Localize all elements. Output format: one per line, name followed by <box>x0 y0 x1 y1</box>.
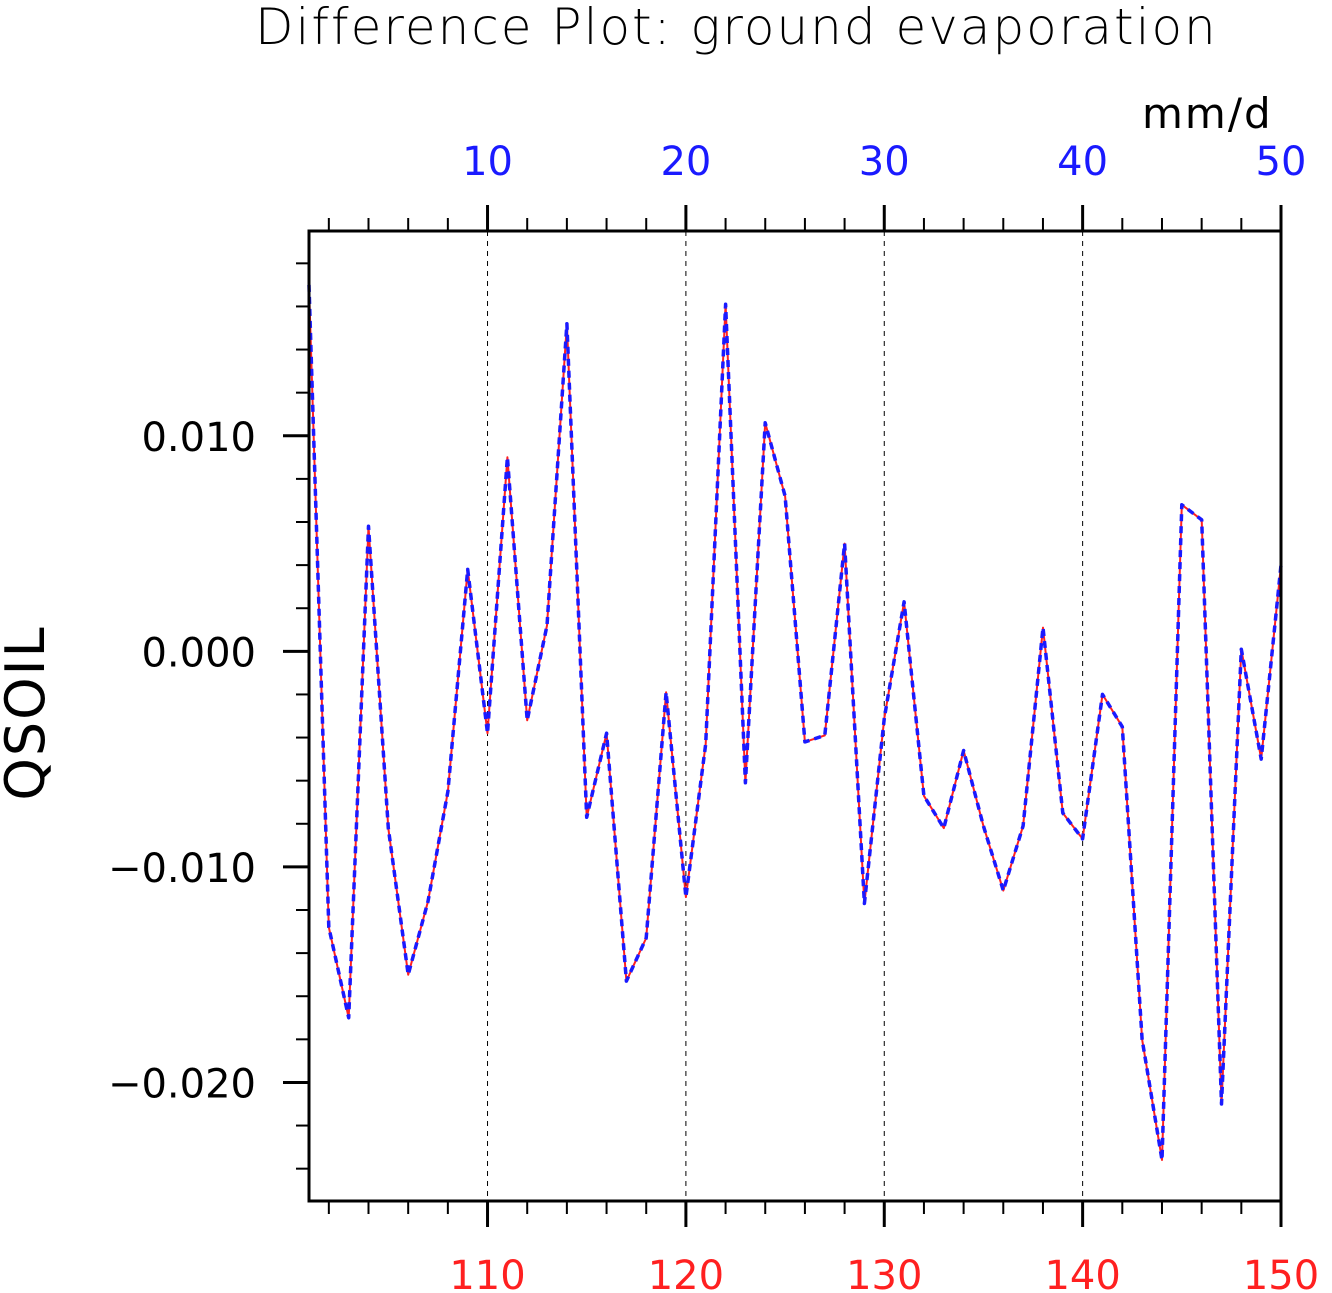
minor-ticks <box>296 218 1243 1214</box>
bottom-tick-label: 120 <box>648 1253 724 1293</box>
y-tick-label: −0.020 <box>108 1061 256 1107</box>
grid-lines <box>487 231 1084 1201</box>
bottom-axis-tick-labels: 110 120 130 140 150 <box>449 1253 1319 1293</box>
top-tick-label: 20 <box>660 139 711 185</box>
series-lines <box>307 284 1283 1162</box>
bottom-tick-label: 130 <box>846 1253 922 1293</box>
top-tick-label: 30 <box>859 139 910 185</box>
top-tick-label: 10 <box>462 139 513 185</box>
units-label: mm/d <box>1142 89 1273 138</box>
series-line-dashed <box>307 284 1283 1162</box>
major-ticks <box>283 205 1283 1227</box>
bottom-tick-label: 150 <box>1243 1253 1319 1293</box>
bottom-tick-label: 110 <box>449 1253 525 1293</box>
y-tick-label: −0.010 <box>108 846 256 892</box>
y-axis-label: QSOIL <box>0 625 57 800</box>
plot-frame <box>307 229 1283 1203</box>
y-tick-label: 0.010 <box>141 415 256 461</box>
top-tick-label: 40 <box>1057 139 1108 185</box>
top-axis-tick-labels: 10 20 30 40 50 <box>462 139 1306 185</box>
y-axis-tick-labels: 0.010 0.000 −0.010 −0.020 <box>108 415 256 1108</box>
bottom-tick-label: 140 <box>1044 1253 1120 1293</box>
top-tick-label: 50 <box>1256 139 1307 185</box>
y-tick-label: 0.000 <box>141 630 256 676</box>
chart-title: Difference Plot: ground evaporation <box>255 0 1218 56</box>
